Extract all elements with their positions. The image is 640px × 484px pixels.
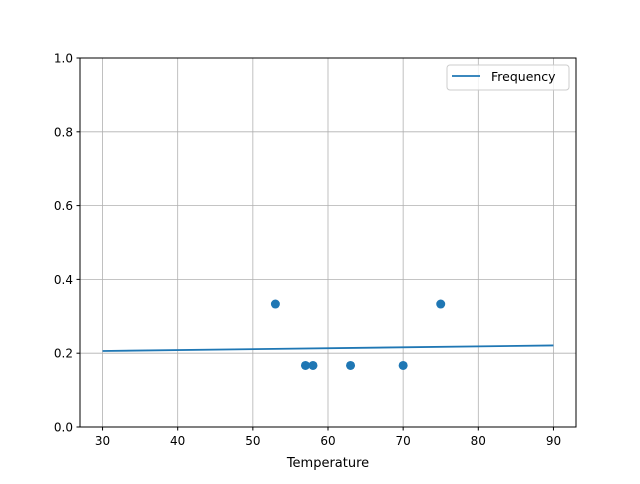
plot-marks [102,299,554,370]
scatter-point [300,360,310,370]
y-tick-label: 0.0 [54,421,73,435]
x-tick-label: 80 [471,434,486,448]
y-tick-label: 0.4 [54,273,73,287]
ticks: 30 40 50 60 70 80 90 0.0 0.2 0.4 0.6 0.8 1.0 [54,52,561,449]
legend-box [446,64,570,91]
x-tick-label: 50 [245,434,260,448]
y-tick-label: 1.0 [54,52,73,66]
x-tick-label: 40 [170,434,185,448]
x-tick-label: 60 [320,434,335,448]
scatter-point [308,360,318,370]
scatter-point [398,360,408,370]
scatter-point [270,299,280,309]
x-tick-label: 90 [546,434,561,448]
legend: Frequency [446,64,570,91]
x-tick-label: 70 [396,434,411,448]
frequency-line [102,344,554,352]
y-tick-label: 0.2 [54,347,73,361]
x-tick-label: 30 [95,434,110,448]
legend-label-frequency: Frequency [491,69,556,84]
x-axis-label: Temperature [286,456,369,471]
y-tick-label: 0.8 [54,125,73,139]
scatter-point [346,360,356,370]
scatter-point [436,299,446,309]
y-tick-label: 0.6 [54,199,73,213]
